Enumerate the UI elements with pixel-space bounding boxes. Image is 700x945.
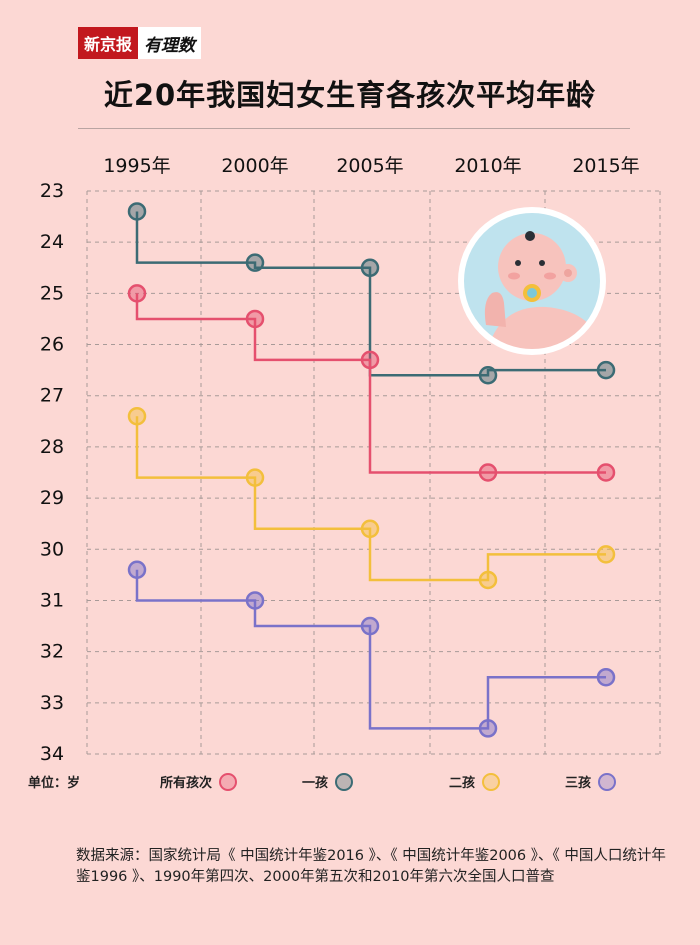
x-tick-label: 2010年 — [454, 155, 521, 177]
brand-logo: 新京报 有理数 — [78, 27, 202, 59]
x-tick-label: 1995年 — [103, 155, 170, 177]
data-point — [127, 406, 147, 426]
data-point — [245, 591, 265, 610]
y-tick-label: 26 — [40, 334, 64, 356]
y-tick-label: 23 — [40, 180, 64, 202]
unit-label: 单位：岁 — [28, 776, 81, 791]
chart-title: 近20年我国妇女生育各孩次平均年龄 — [103, 78, 597, 112]
baby-illustration — [458, 207, 606, 355]
y-tick-label: 29 — [40, 487, 64, 509]
y-tick-label: 27 — [40, 385, 64, 407]
data-point — [245, 253, 265, 272]
y-tick-label: 30 — [40, 538, 64, 560]
series-line — [135, 211, 606, 377]
axes: 23 24 25 26 27 28 29 30 31 32 33 34 1995年 2000年 2005年 2… — [40, 155, 640, 765]
x-tick-label: 2000年 — [221, 155, 288, 177]
y-tick-label: 28 — [40, 436, 64, 458]
data-point — [360, 616, 380, 636]
series-line — [135, 416, 606, 582]
y-tick-label: 34 — [40, 743, 64, 765]
x-tick-label: 2015年 — [572, 155, 639, 177]
data-point — [360, 350, 380, 370]
legend-label: 三孩 — [565, 776, 592, 791]
legend-label: 二孩 — [449, 776, 476, 791]
data-point — [596, 463, 616, 482]
data-point — [127, 202, 147, 221]
data-point — [478, 719, 498, 738]
legend-label: 所有孩次 — [160, 776, 213, 791]
title-divider — [78, 128, 630, 129]
data-point — [245, 309, 265, 329]
legend-label: 一孩 — [302, 776, 329, 791]
legend-marker — [598, 772, 617, 791]
data-point — [478, 366, 498, 385]
data-point — [478, 570, 498, 590]
data-point — [360, 519, 380, 539]
data-point — [596, 667, 616, 687]
y-tick-label: 33 — [40, 692, 64, 714]
y-tick-label: 32 — [40, 641, 64, 663]
series-line — [135, 293, 606, 474]
series-line — [135, 569, 606, 730]
data-point — [360, 258, 380, 278]
y-tick-label: 31 — [40, 589, 64, 611]
data-point — [127, 284, 147, 303]
y-tick-label: 25 — [40, 282, 64, 304]
data-point — [478, 463, 498, 482]
legend-marker — [219, 772, 238, 791]
series-layer — [127, 202, 616, 738]
data-point — [245, 468, 265, 487]
data-point — [127, 560, 147, 579]
x-tick-label: 2005年 — [336, 155, 403, 177]
brand-column: 有理数 — [138, 27, 202, 59]
legend-item-second: 二孩 — [449, 772, 501, 791]
legend-item-first: 一孩 — [302, 772, 354, 791]
data-point — [596, 545, 616, 564]
legend-item-all: 所有孩次 — [160, 772, 238, 791]
y-tick-label: 24 — [40, 231, 64, 253]
data-point — [596, 360, 616, 380]
legend-marker — [482, 772, 501, 791]
legend-item-third: 三孩 — [565, 772, 617, 791]
legend-marker — [335, 772, 354, 791]
brand-name: 新京报 — [78, 27, 139, 59]
data-source-note: 数据来源：国家统计局《 中国统计年鉴2016 》、《 中国统计年鉴2006 》、… — [76, 848, 666, 885]
